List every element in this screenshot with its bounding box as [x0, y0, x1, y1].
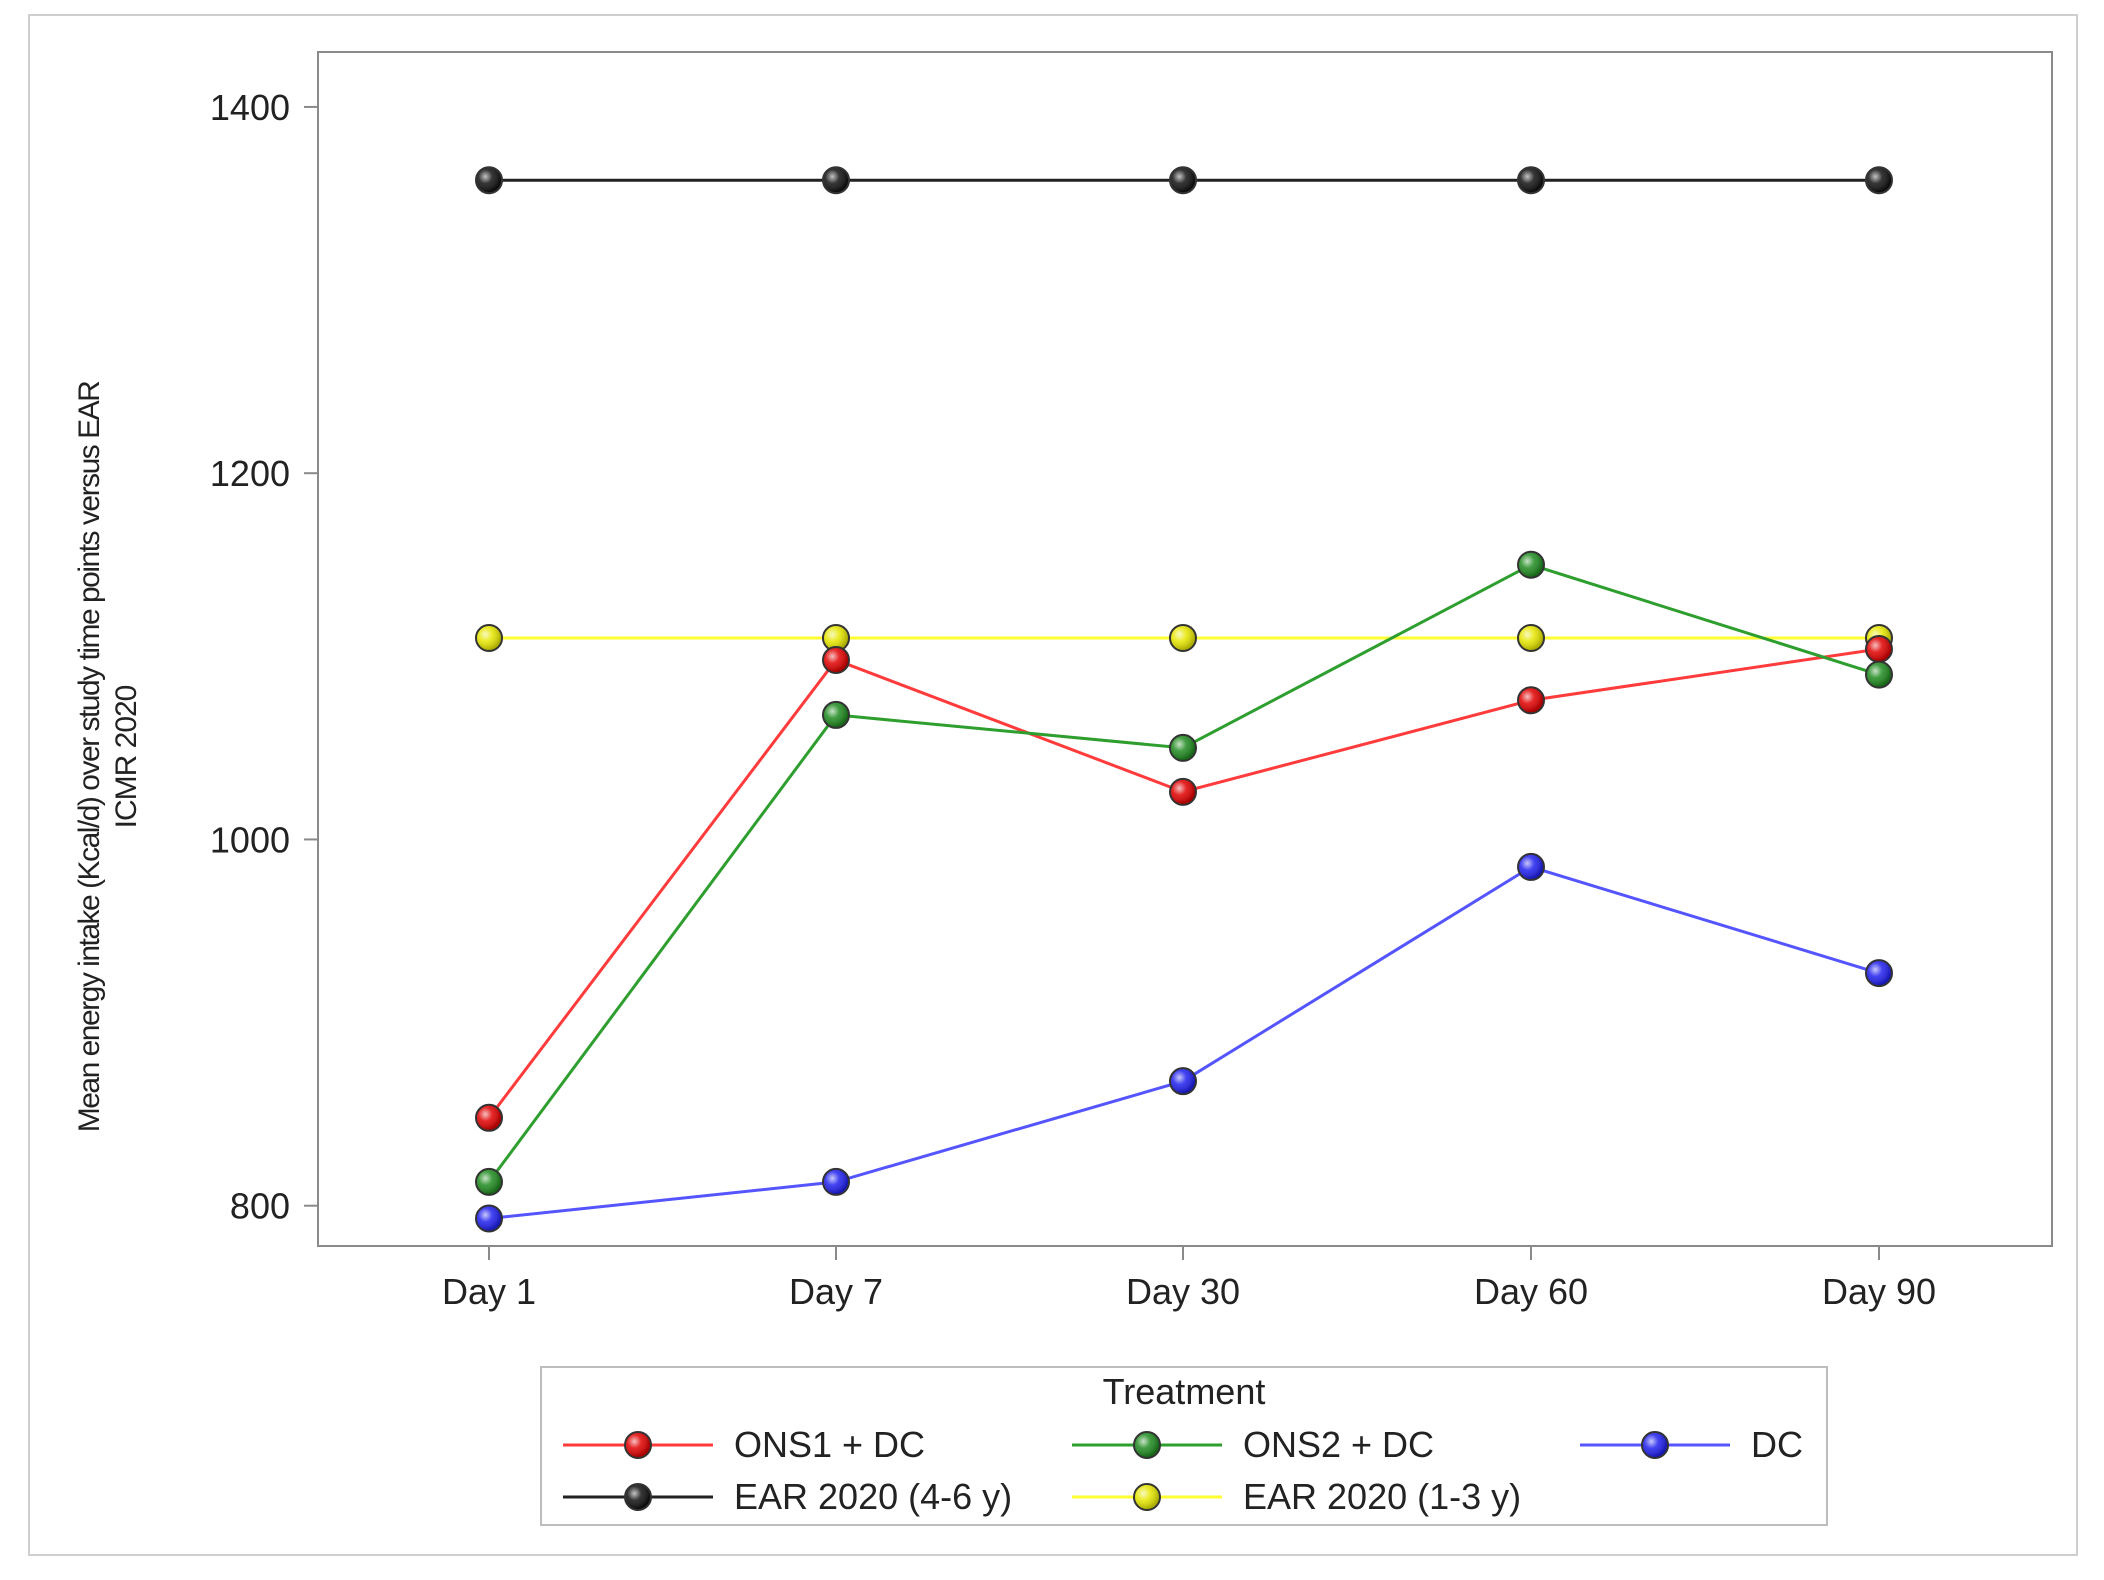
data-point	[1517, 852, 1545, 881]
data-point	[1169, 1067, 1197, 1096]
legend-marker	[1133, 1431, 1161, 1459]
y-tick-label: 1200	[210, 453, 290, 494]
legend-marker	[1641, 1431, 1669, 1459]
data-point	[822, 624, 850, 653]
data-point	[475, 1204, 503, 1233]
data-point	[475, 624, 503, 653]
data-point	[1865, 635, 1893, 663]
legend-label: DC	[1751, 1424, 1803, 1465]
data-point	[475, 166, 503, 195]
y-tick-label: 1000	[210, 819, 290, 860]
legend-item-ear-2020-1-3-y: EAR 2020 (1-3 y)	[1072, 1476, 1521, 1517]
legend-item-dc: DC	[1580, 1424, 1803, 1465]
x-tick-label: Day 60	[1474, 1271, 1588, 1312]
data-point	[475, 1167, 503, 1196]
legend-label: ONS2 + DC	[1243, 1424, 1434, 1465]
x-tick-label: Day 1	[442, 1271, 536, 1312]
x-tick-label: Day 90	[1822, 1271, 1936, 1312]
plot-area	[317, 51, 2053, 1247]
figure-frame	[28, 14, 2078, 1556]
data-point	[1865, 959, 1893, 988]
legend-label: EAR 2020 (1-3 y)	[1243, 1476, 1521, 1517]
series-ons2-dc	[475, 550, 1893, 1196]
y-tick-label: 800	[230, 1186, 290, 1227]
data-point	[1865, 166, 1893, 195]
legend-item-ear-2020-4-6-y: EAR 2020 (4-6 y)	[563, 1476, 1012, 1517]
legend-label: ONS1 + DC	[734, 1424, 925, 1465]
x-axis: Day 1 Day 7 Day 30 Day 60 Day 90	[442, 1246, 1936, 1312]
series-ons1-dc	[475, 635, 1893, 1132]
y-tick-label: 1400	[210, 87, 290, 128]
legend-item-ons1-dc: ONS1 + DC	[563, 1424, 925, 1465]
legend-item-ons2-dc: ONS2 + DC	[1072, 1424, 1434, 1465]
x-tick-label: Day 7	[789, 1271, 883, 1312]
legend: Treatment ONS1 + DC ONS2 + DC DC EAR 2020 (…	[540, 1366, 1828, 1526]
data-point	[1517, 686, 1545, 715]
data-point	[822, 166, 850, 195]
y-axis: 800 1000 1200 1400	[210, 87, 318, 1227]
legend-title: Treatment	[1103, 1371, 1266, 1412]
x-tick-label: Day 30	[1126, 1271, 1240, 1312]
legend-marker	[1133, 1483, 1161, 1511]
y-axis-title-line-1: Mean energy intake (Kcal/d) over study t…	[73, 381, 106, 1132]
data-point	[1517, 550, 1545, 579]
y-axis-title-line-2: ICMR 2020	[110, 685, 143, 828]
data-point	[822, 645, 850, 674]
legend-label: EAR 2020 (4-6 y)	[734, 1476, 1012, 1517]
data-point	[1517, 624, 1545, 653]
data-point	[1169, 733, 1197, 762]
legend-marker	[624, 1431, 652, 1459]
data-point	[822, 700, 850, 729]
data-point	[822, 1167, 850, 1196]
legend-items: ONS1 + DC ONS2 + DC DC EAR 2020 (4-6 y) EAR …	[563, 1424, 1803, 1517]
data-point	[1865, 660, 1893, 689]
series-layer	[475, 166, 1893, 1233]
data-point	[1169, 624, 1197, 653]
data-point	[1169, 777, 1197, 806]
series-dc	[475, 852, 1893, 1233]
data-point	[1517, 166, 1545, 195]
data-point	[1169, 166, 1197, 195]
series-ear-2020-4-6-y	[475, 166, 1893, 195]
legend-marker	[624, 1483, 652, 1511]
y-axis-title: Mean energy intake (Kcal/d) over study t…	[73, 381, 143, 1132]
data-point	[475, 1103, 503, 1132]
